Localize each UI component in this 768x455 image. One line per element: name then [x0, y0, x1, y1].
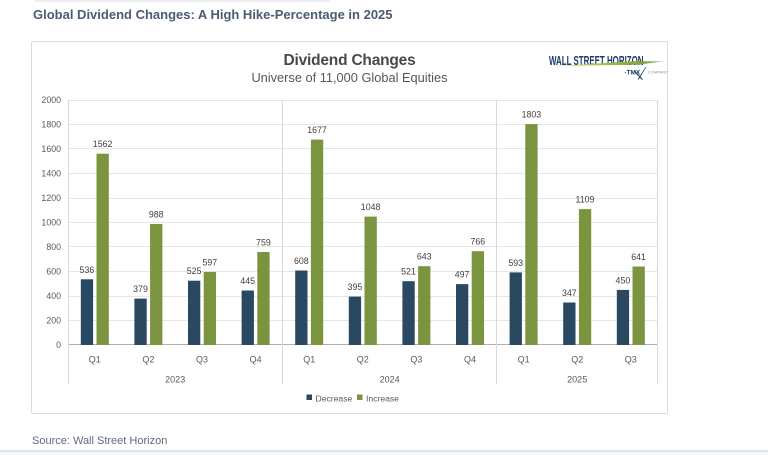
svg-text:2023: 2023 [165, 375, 185, 385]
svg-text:Q2: Q2 [142, 355, 154, 365]
svg-text:1200: 1200 [41, 193, 61, 203]
svg-text:1000: 1000 [41, 218, 61, 228]
svg-text:Q2: Q2 [357, 355, 369, 365]
svg-text:Q3: Q3 [410, 355, 422, 365]
svg-text:766: 766 [470, 237, 485, 247]
svg-text:·TMX: ·TMX [625, 69, 641, 76]
svg-text:Q1: Q1 [518, 355, 530, 365]
svg-text:2024: 2024 [380, 375, 400, 385]
svg-text:643: 643 [417, 252, 432, 262]
svg-text:521: 521 [401, 267, 416, 277]
svg-text:759: 759 [256, 238, 271, 248]
svg-text:379: 379 [133, 284, 148, 294]
svg-text:525: 525 [187, 266, 202, 276]
svg-text:597: 597 [202, 257, 217, 267]
svg-text:Q1: Q1 [303, 355, 315, 365]
svg-text:1600: 1600 [41, 144, 61, 154]
svg-text:395: 395 [348, 282, 363, 292]
svg-text:0: 0 [56, 340, 61, 350]
svg-text:COMPANY: COMPANY [648, 71, 668, 75]
svg-text:Q3: Q3 [196, 355, 208, 365]
svg-text:800: 800 [46, 242, 61, 252]
svg-text:400: 400 [46, 291, 61, 301]
svg-text:Q4: Q4 [464, 355, 476, 365]
svg-text:1562: 1562 [93, 139, 113, 149]
svg-text:988: 988 [149, 210, 164, 220]
svg-text:Q3: Q3 [625, 355, 637, 365]
svg-text:600: 600 [46, 267, 61, 277]
svg-text:1800: 1800 [41, 120, 61, 130]
svg-text:608: 608 [294, 256, 309, 266]
svg-text:1048: 1048 [361, 202, 381, 212]
svg-text:1109: 1109 [576, 195, 595, 205]
svg-text:536: 536 [80, 265, 95, 275]
svg-text:1400: 1400 [41, 169, 61, 179]
svg-text:593: 593 [508, 258, 523, 268]
svg-text:497: 497 [455, 270, 470, 280]
svg-text:Q1: Q1 [89, 355, 101, 365]
svg-text:2025: 2025 [567, 375, 587, 385]
svg-text:Q4: Q4 [250, 355, 262, 365]
svg-text:450: 450 [616, 275, 631, 285]
svg-text:641: 641 [631, 252, 646, 262]
svg-text:445: 445 [240, 276, 255, 286]
svg-text:1677: 1677 [307, 125, 327, 135]
svg-text:200: 200 [46, 316, 61, 326]
svg-text:2000: 2000 [41, 95, 61, 105]
svg-text:347: 347 [562, 288, 577, 298]
svg-text:Q2: Q2 [571, 355, 583, 365]
svg-text:Increase: Increase [366, 394, 399, 404]
svg-text:1803: 1803 [522, 110, 542, 120]
svg-text:Decrease: Decrease [316, 394, 353, 404]
